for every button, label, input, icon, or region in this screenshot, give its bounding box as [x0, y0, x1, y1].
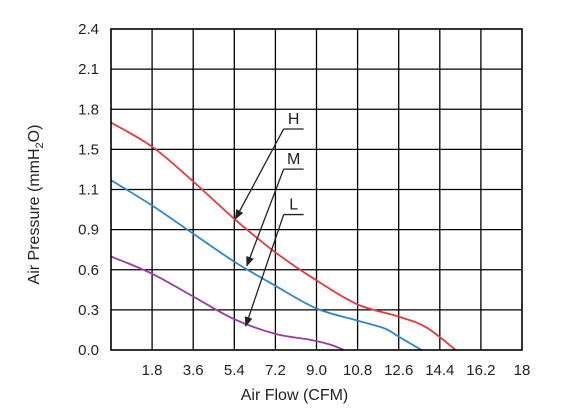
x-axis-title: Air Flow (CFM) — [241, 387, 349, 404]
series-line-l — [110, 255, 345, 351]
y-tick-label: 1.8 — [78, 101, 99, 118]
y-tick-label: 2.1 — [78, 61, 99, 78]
x-tick-label: 16.2 — [466, 362, 495, 379]
plot-frame — [110, 28, 523, 351]
y-tick-label: 1.5 — [78, 141, 99, 158]
y-axis-title: Air Pressure (mmH2O) — [26, 125, 46, 285]
curve-arrow-l — [244, 214, 285, 327]
curve-label-l: L — [289, 197, 298, 214]
x-tick-labels: 1.8 3.6 5.4 7.2 9.0 10.8 12.6 14.4 16.2 18 — [142, 362, 531, 379]
y-tick-label: 0.3 — [78, 302, 99, 319]
curve-annotations: H M L — [234, 111, 304, 327]
x-tick-label: 12.6 — [384, 362, 413, 379]
y-tick-label: 2.4 — [78, 21, 99, 38]
series-line-m — [110, 179, 422, 351]
x-tick-label: 9.0 — [306, 362, 327, 379]
y-axis-title-subscript: 2 — [34, 142, 46, 148]
curve-arrow-h — [234, 128, 285, 220]
y-tick-label: 1.1 — [78, 182, 99, 199]
x-tick-label: 5.4 — [224, 362, 245, 379]
y-tick-labels: 0.0 0.3 0.6 0.9 1.1 1.5 1.8 2.1 2.4 — [78, 21, 99, 359]
y-tick-label: 0.6 — [78, 262, 99, 279]
series-line-h — [110, 121, 457, 351]
curve-arrow-m — [246, 168, 285, 267]
x-tick-label: 14.4 — [425, 362, 454, 379]
x-tick-label: 1.8 — [142, 362, 163, 379]
series-layer — [110, 121, 457, 351]
y-axis-title-main: Air Pressure (mmH — [26, 148, 43, 284]
y-tick-label: 0.0 — [78, 342, 99, 359]
grid — [111, 29, 522, 350]
y-tick-label: 0.9 — [78, 222, 99, 239]
x-tick-label: 10.8 — [343, 362, 372, 379]
x-tick-label: 3.6 — [183, 362, 204, 379]
x-tick-label: 7.2 — [265, 362, 286, 379]
x-tick-label: 18 — [514, 362, 531, 379]
y-axis-title-end: O) — [26, 125, 43, 143]
curve-label-h: H — [288, 111, 300, 128]
curve-label-m: M — [287, 151, 300, 168]
